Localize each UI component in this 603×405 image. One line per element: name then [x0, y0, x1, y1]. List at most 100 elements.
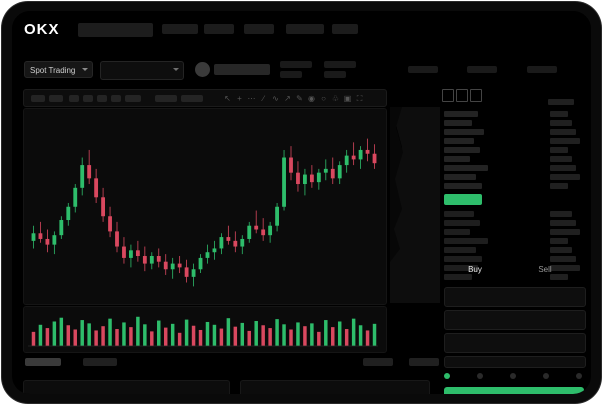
- top-navigation-bar: OKX: [12, 11, 591, 48]
- bids-icon[interactable]: [470, 89, 482, 102]
- order-book-bid-size: [550, 238, 568, 244]
- order-book-spread-highlight: [444, 194, 482, 205]
- order-book-bid-row[interactable]: [444, 220, 480, 226]
- stat-last-price-sub: [280, 71, 302, 78]
- timeframe-time[interactable]: [31, 95, 45, 102]
- nav-item-earn[interactable]: [332, 24, 358, 34]
- price-field[interactable]: [444, 310, 586, 330]
- okx-logo[interactable]: OKX: [24, 21, 60, 38]
- order-book-bid-row[interactable]: [444, 256, 482, 262]
- slider-dot-2[interactable]: [510, 373, 516, 379]
- timeframe-1w[interactable]: [111, 95, 121, 102]
- chart-settings-button[interactable]: [181, 95, 203, 102]
- order-book-view-toggle[interactable]: [442, 89, 502, 102]
- order-book-ask-row[interactable]: [444, 156, 470, 162]
- camera-icon[interactable]: ▣: [343, 94, 352, 103]
- price-chart[interactable]: [23, 108, 387, 305]
- trading-mode-select[interactable]: Spot Trading: [24, 61, 93, 78]
- order-book-bid-size: [550, 220, 576, 226]
- order-book-ask-row[interactable]: [444, 183, 482, 189]
- coin-avatar: [195, 62, 210, 77]
- magnet-icon[interactable]: ⋯: [247, 94, 256, 103]
- total-field[interactable]: [444, 356, 586, 368]
- submit-buy-button[interactable]: [444, 387, 584, 394]
- amount-field[interactable]: [444, 333, 586, 353]
- stat-change: [324, 61, 356, 68]
- timeframe-4h[interactable]: [83, 95, 93, 102]
- chart-toolbar[interactable]: ↖ + ⋯ ∕ ∿ ↗ ✎ ◉ ○ ♧ ▣ ⛶: [23, 89, 387, 107]
- trendline-icon[interactable]: ∕: [262, 94, 265, 103]
- order-book-header-row: [548, 99, 574, 105]
- tab-buy[interactable]: Buy: [468, 265, 482, 274]
- order-book-bid-row[interactable]: [444, 247, 476, 253]
- order-book-ask-size: [550, 174, 580, 180]
- device-screen: OKX Spot Trading: [12, 11, 591, 394]
- trash-icon[interactable]: ♧: [331, 94, 340, 103]
- volume-svg: [28, 316, 378, 347]
- order-book-ask-row[interactable]: [444, 147, 480, 153]
- candlestick-svg: [31, 138, 377, 287]
- nav-item-buy-crypto[interactable]: [162, 24, 198, 34]
- order-book-ask-row[interactable]: [444, 165, 488, 171]
- timeframe-1h[interactable]: [69, 95, 79, 102]
- order-book-bid-row[interactable]: [444, 229, 470, 235]
- timeframe-1d[interactable]: [97, 95, 107, 102]
- ruler-icon[interactable]: ↗: [284, 94, 291, 103]
- timeframe-more[interactable]: [125, 95, 141, 102]
- crosshair-icon[interactable]: +: [237, 94, 242, 103]
- bottom-tab-bar[interactable]: [23, 356, 439, 368]
- fullscreen-icon[interactable]: ⛶: [356, 94, 363, 103]
- tab-order-history[interactable]: [83, 358, 117, 366]
- tab-assets[interactable]: [409, 358, 439, 366]
- order-book-bid-row[interactable]: [444, 238, 488, 244]
- tab-sell[interactable]: Sell: [538, 265, 552, 274]
- pair-search-select[interactable]: [100, 61, 184, 80]
- nav-item-markets[interactable]: [204, 24, 234, 34]
- chevron-down-icon: [82, 68, 88, 71]
- wave-icon[interactable]: ∿: [272, 94, 279, 103]
- brush-icon[interactable]: ✎: [296, 94, 303, 103]
- order-book-bid-size: [550, 229, 580, 235]
- both-icon[interactable]: [442, 89, 454, 102]
- slider-dot-0[interactable]: [444, 373, 450, 379]
- assets-panel: [240, 380, 430, 394]
- order-type-field[interactable]: [444, 287, 586, 307]
- volume-chart[interactable]: [23, 306, 387, 353]
- eye-icon[interactable]: ◉: [308, 94, 315, 103]
- tab-open-orders[interactable]: [25, 358, 61, 366]
- cursor-icon[interactable]: ↖: [224, 94, 231, 103]
- order-book-ask-row[interactable]: [444, 120, 472, 126]
- lock-icon[interactable]: ○: [321, 94, 326, 103]
- slider-dot-3[interactable]: [543, 373, 549, 379]
- order-book-bid-size: [550, 211, 572, 217]
- trade-side-tabs[interactable]: Buy Sell: [441, 263, 581, 282]
- order-book-bid-row[interactable]: [444, 211, 474, 217]
- chevron-down-icon: [173, 68, 179, 71]
- stat-24h-volume: [467, 66, 497, 73]
- stat-last-price: [280, 61, 312, 68]
- order-book-ask-size: [550, 111, 568, 117]
- order-book-ask-row[interactable]: [444, 174, 476, 180]
- order-book-bid-size: [550, 274, 568, 280]
- order-book-bid-row[interactable]: [444, 265, 478, 271]
- order-book-ask-row[interactable]: [444, 138, 474, 144]
- order-book-ask-row[interactable]: [444, 111, 478, 117]
- order-book-ask-size: [550, 147, 568, 153]
- nav-item-derivatives[interactable]: [286, 24, 324, 34]
- slider-dot-1[interactable]: [477, 373, 483, 379]
- timeframe-15m[interactable]: [49, 95, 63, 102]
- indicators-button[interactable]: [155, 95, 177, 102]
- pair-name-label: [214, 64, 270, 75]
- nav-item-trade[interactable]: [244, 24, 274, 34]
- order-book-ask-row[interactable]: [444, 129, 484, 135]
- search-input[interactable]: [78, 23, 153, 37]
- slider-dot-4[interactable]: [576, 373, 582, 379]
- tab-positions[interactable]: [363, 358, 393, 366]
- asks-icon[interactable]: [456, 89, 468, 102]
- order-book-bid-row[interactable]: [444, 274, 472, 280]
- amount-percent-slider[interactable]: [444, 371, 584, 381]
- stat-24h-turnover: [527, 66, 557, 73]
- order-book-ask-size: [550, 156, 572, 162]
